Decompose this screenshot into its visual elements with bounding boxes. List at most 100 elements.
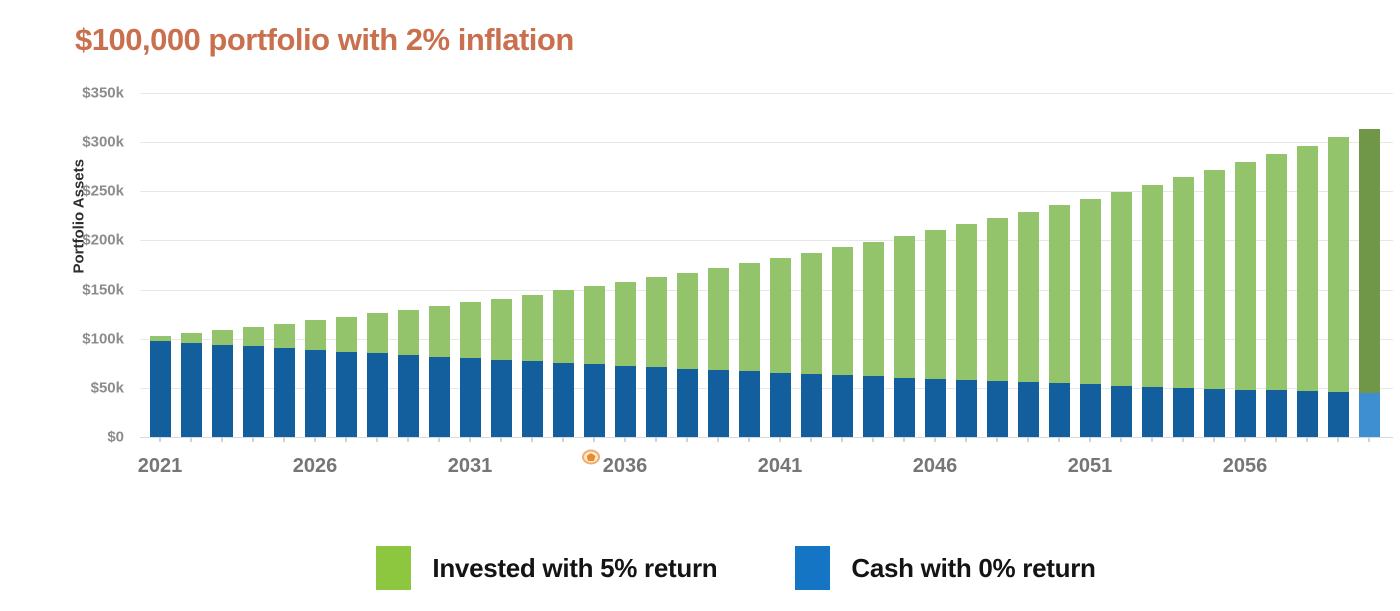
bar-2051[interactable] [1079, 198, 1101, 437]
x-tick-mark [438, 437, 440, 442]
bar-2059[interactable] [1327, 137, 1349, 437]
invested-swatch-icon [376, 546, 412, 590]
y-axis-title: Portfolio Assets [70, 159, 88, 274]
bar-segment-invested [366, 313, 388, 354]
bar-2030[interactable] [428, 306, 450, 437]
bar-2041[interactable] [769, 257, 791, 437]
x-tick-mark [1151, 437, 1153, 442]
x-tick-label: 2036 [602, 455, 648, 477]
bar-2039[interactable] [707, 267, 729, 437]
bar-segment-invested [1234, 161, 1256, 390]
bar-2024[interactable] [242, 326, 264, 437]
legend-item-invested: Invested with 5% return [376, 546, 718, 590]
gridline [140, 289, 1393, 291]
bar-2048[interactable] [986, 218, 1008, 437]
bar-segment-cash [769, 372, 791, 437]
bar-segment-cash [738, 371, 760, 437]
x-tick-mark [624, 437, 626, 442]
bar-segment-cash [1358, 393, 1380, 437]
x-tick-mark [996, 437, 998, 442]
bar-2057[interactable] [1265, 153, 1287, 437]
bar-2054[interactable] [1172, 177, 1194, 437]
bar-2025[interactable] [273, 323, 295, 437]
bar-2055[interactable] [1203, 169, 1225, 437]
bar-2027[interactable] [335, 316, 357, 437]
bar-segment-cash [707, 370, 729, 437]
bar-segment-cash [1110, 385, 1132, 437]
bar-segment-invested [459, 302, 481, 359]
bar-segment-cash [1172, 387, 1194, 437]
bar-2045[interactable] [893, 236, 915, 437]
bar-2022[interactable] [180, 332, 202, 437]
bar-2037[interactable] [645, 277, 667, 437]
bar-segment-cash [1234, 389, 1256, 437]
x-tick-mark [190, 437, 192, 442]
bar-2034[interactable] [552, 290, 574, 437]
bar-segment-cash [521, 361, 543, 437]
x-tick-mark [655, 437, 657, 442]
bar-segment-invested [1017, 211, 1039, 383]
bar-segment-cash [1141, 386, 1163, 437]
bar-segment-cash [397, 355, 419, 437]
bar-segment-invested [1079, 198, 1101, 385]
bar-2023[interactable] [211, 329, 233, 437]
gridline [140, 387, 1393, 389]
bar-segment-invested [1172, 177, 1194, 388]
x-tick-mark [1089, 437, 1091, 442]
bar-2049[interactable] [1017, 211, 1039, 437]
x-tick-mark [1368, 437, 1370, 442]
bar-segment-invested [955, 224, 977, 380]
legend: Invested with 5% return Cash with 0% ret… [36, 546, 1400, 590]
bar-segment-invested [1296, 145, 1318, 392]
bar-2026[interactable] [304, 320, 326, 437]
bar-2033[interactable] [521, 294, 543, 437]
bar-2021[interactable] [149, 335, 171, 437]
x-tick-label: 2041 [757, 455, 803, 477]
bar-segment-cash [1079, 384, 1101, 437]
x-tick-mark [376, 437, 378, 442]
bar-2044[interactable] [862, 241, 884, 437]
axis-marker-pentagon-icon [586, 453, 596, 461]
bar-segment-cash [862, 376, 884, 437]
bar-2047[interactable] [955, 224, 977, 437]
x-tick-label: 2026 [292, 455, 338, 477]
bar-2038[interactable] [676, 272, 698, 437]
bar-2058[interactable] [1296, 145, 1318, 437]
x-tick-mark [1027, 437, 1029, 442]
x-tick-mark [810, 437, 812, 442]
bar-2032[interactable] [490, 298, 512, 437]
bar-segment-invested [211, 329, 233, 345]
bar-2031[interactable] [459, 302, 481, 437]
x-tick-mark [252, 437, 254, 442]
bar-2028[interactable] [366, 313, 388, 437]
bar-segment-cash [273, 348, 295, 437]
bar-2050[interactable] [1048, 205, 1070, 437]
bar-2052[interactable] [1110, 191, 1132, 437]
bar-segment-invested [428, 306, 450, 357]
bar-segment-invested [149, 335, 171, 341]
bar-2040[interactable] [738, 262, 760, 437]
bar-2042[interactable] [800, 252, 822, 437]
x-tick-mark [717, 437, 719, 442]
x-tick-mark [345, 437, 347, 442]
bar-2035[interactable] [583, 286, 605, 437]
bar-2029[interactable] [397, 309, 419, 437]
bar-2060[interactable] [1358, 128, 1380, 437]
x-tick-mark [1213, 437, 1215, 442]
bar-2036[interactable] [614, 281, 636, 437]
x-tick-mark [903, 437, 905, 442]
bar-2043[interactable] [831, 247, 853, 437]
bar-segment-cash [1048, 383, 1070, 437]
bar-2046[interactable] [924, 230, 946, 437]
bar-segment-invested [1048, 205, 1070, 384]
bar-2056[interactable] [1234, 161, 1256, 437]
y-tick-label: $150k [82, 281, 124, 299]
bar-segment-invested [552, 290, 574, 363]
bar-2053[interactable] [1141, 184, 1163, 437]
axis-marker-icon[interactable] [582, 449, 600, 465]
bar-segment-cash [676, 368, 698, 437]
x-tick-label: 2046 [912, 455, 958, 477]
bar-segment-cash [583, 364, 605, 437]
x-tick-label: 2021 [137, 455, 183, 477]
bar-segment-cash [924, 378, 946, 437]
